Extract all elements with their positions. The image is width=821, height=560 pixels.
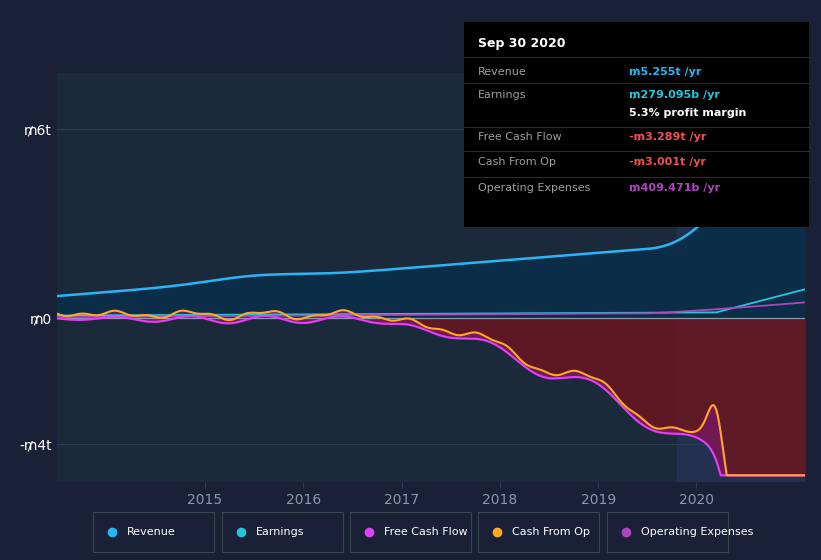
Bar: [607, 512, 727, 552]
Text: Free Cash Flow: Free Cash Flow: [384, 527, 468, 537]
Text: ₥409.471b /yr: ₥409.471b /yr: [630, 183, 721, 193]
Text: Operating Expenses: Operating Expenses: [641, 527, 753, 537]
Text: 5.3% profit margin: 5.3% profit margin: [630, 108, 747, 118]
Bar: [677, 73, 805, 482]
Text: ₥279.095b /yr: ₥279.095b /yr: [630, 90, 720, 100]
Text: Cash From Op: Cash From Op: [478, 157, 556, 167]
Text: -₥3.289t /yr: -₥3.289t /yr: [630, 132, 707, 142]
Bar: [479, 512, 599, 552]
Bar: [94, 512, 214, 552]
Bar: [350, 512, 471, 552]
Text: Earnings: Earnings: [255, 527, 304, 537]
Text: ₥5.255t /yr: ₥5.255t /yr: [630, 67, 702, 77]
Text: Revenue: Revenue: [478, 67, 526, 77]
Text: Cash From Op: Cash From Op: [512, 527, 590, 537]
Text: -₥3.001t /yr: -₥3.001t /yr: [630, 157, 706, 167]
Text: Operating Expenses: Operating Expenses: [478, 183, 590, 193]
Text: Earnings: Earnings: [478, 90, 526, 100]
Text: Sep 30 2020: Sep 30 2020: [478, 37, 565, 50]
Text: Revenue: Revenue: [127, 527, 176, 537]
Text: Free Cash Flow: Free Cash Flow: [478, 132, 562, 142]
Bar: [222, 512, 342, 552]
